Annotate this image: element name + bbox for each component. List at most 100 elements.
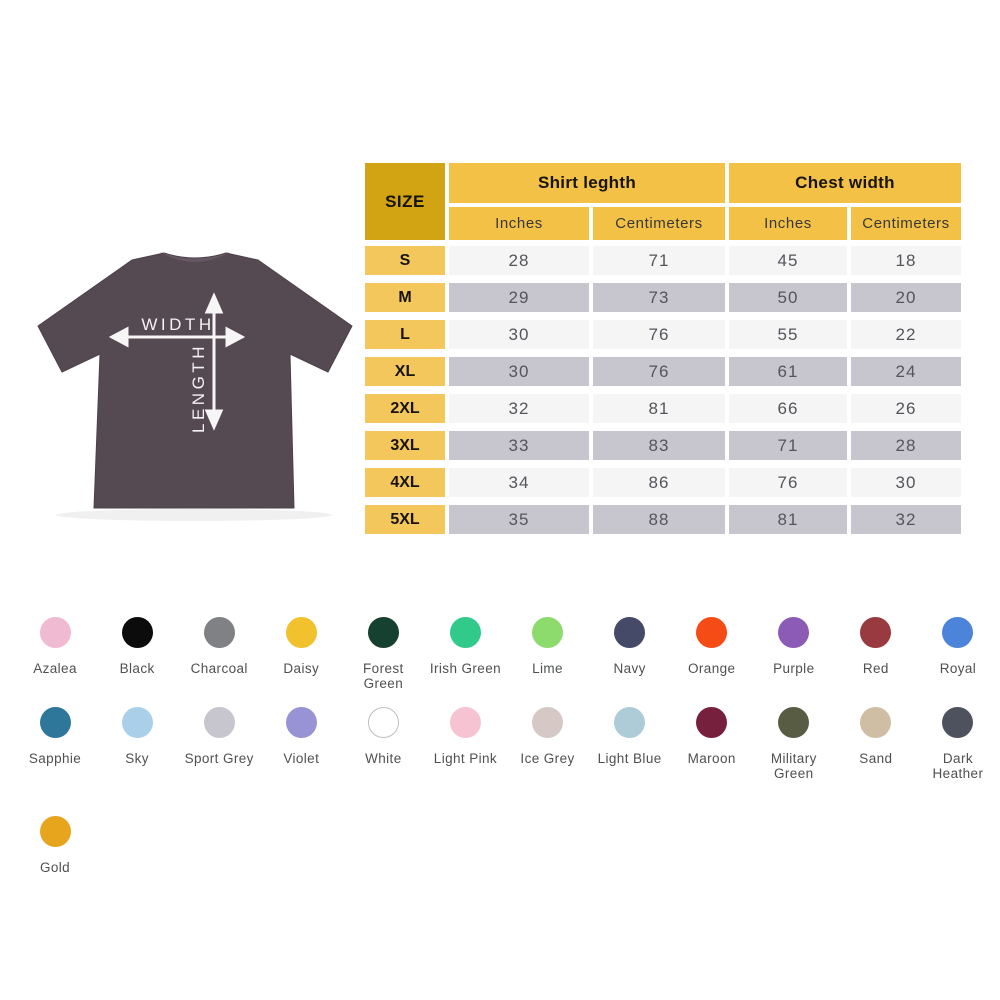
size-label: L	[365, 320, 445, 349]
swatch-violet: Violet	[260, 707, 342, 781]
swatch-navy: Navy	[589, 617, 671, 691]
width-arrow-right-head	[225, 326, 246, 348]
swatch-navy-label: Navy	[613, 661, 646, 676]
swatch-dark-heather-circle	[942, 707, 974, 738]
value-cell: 61	[729, 357, 847, 386]
swatch-orange: Orange	[671, 617, 753, 691]
swatch-purple: Purple	[753, 617, 835, 691]
swatch-maroon-circle	[696, 707, 728, 738]
size-label: 5XL	[365, 505, 445, 534]
swatch-white: White	[342, 707, 424, 781]
swatch-daisy-label: Daisy	[283, 661, 320, 676]
swatch-dark-heather: Dark Heather	[917, 707, 999, 781]
swatch-sapphie-label: Sapphie	[28, 751, 82, 766]
swatch-charcoal: Charcoal	[178, 617, 260, 691]
shirt-length-group-header: Shirt leghth	[449, 163, 725, 203]
value-cell: 76	[729, 468, 847, 497]
swatch-purple-circle	[778, 617, 810, 648]
value-cell: 73	[593, 283, 725, 312]
swatch-light-pink-circle	[449, 707, 481, 738]
swatch-sapphie: Sapphie	[14, 707, 96, 781]
color-swatch-row-2: Sapphie Sky Sport Grey Violet White Light Pin…	[14, 707, 999, 781]
swatch-ice-grey: Ice Grey	[507, 707, 589, 781]
chest-width-inches-header: Inches	[729, 207, 847, 240]
swatch-black-label: Black	[119, 661, 155, 676]
swatch-maroon-label: Maroon	[687, 751, 736, 766]
value-cell: 30	[851, 468, 961, 497]
swatch-azalea-circle	[39, 617, 71, 648]
swatch-violet-label: Violet	[283, 751, 320, 766]
value-cell: 81	[729, 505, 847, 534]
swatch-ice-grey-label: Ice Grey	[520, 751, 575, 766]
value-cell: 20	[851, 283, 961, 312]
swatch-sand: Sand	[835, 707, 917, 781]
color-swatch-row-1: Azalea Black Charcoal Daisy Forest Green Iris…	[14, 617, 999, 691]
swatch-royal: Royal	[917, 617, 999, 691]
swatch-sport-grey-label: Sport Grey	[184, 751, 254, 766]
swatch-black: Black	[96, 617, 178, 691]
size-label: 4XL	[365, 468, 445, 497]
swatch-navy-circle	[614, 617, 646, 648]
swatch-light-pink: Light Pink	[424, 707, 506, 781]
swatch-military-green-circle	[778, 707, 810, 738]
swatch-red-circle	[860, 617, 892, 648]
value-cell: 71	[593, 246, 725, 275]
value-cell: 28	[449, 246, 589, 275]
swatch-military-green: Military Green	[753, 707, 835, 781]
swatch-forest-green: Forest Green	[342, 617, 424, 691]
swatch-light-blue-circle	[614, 707, 646, 738]
shirt-length-inches-header: Inches	[449, 207, 589, 240]
swatch-sport-grey: Sport Grey	[178, 707, 260, 781]
value-cell: 76	[593, 357, 725, 386]
table-row: 4XL 34 86 76 30	[365, 468, 961, 497]
swatch-charcoal-label: Charcoal	[190, 661, 248, 676]
value-cell: 30	[449, 320, 589, 349]
swatch-violet-circle	[285, 707, 317, 738]
width-label: WIDTH	[141, 315, 214, 334]
chest-width-group-header: Chest width	[729, 163, 961, 203]
table-row: M 29 73 50 20	[365, 283, 961, 312]
swatch-sapphie-circle	[39, 707, 71, 738]
size-table: SIZE Shirt leghth Chest width Inches Cen…	[365, 163, 961, 542]
length-arrow-bottom-head	[204, 409, 224, 431]
table-row: 2XL 32 81 66 26	[365, 394, 961, 423]
swatch-forest-green-label: Forest Green	[363, 661, 404, 691]
swatch-royal-label: Royal	[939, 661, 977, 676]
value-cell: 55	[729, 320, 847, 349]
size-label: 2XL	[365, 394, 445, 423]
swatch-light-pink-label: Light Pink	[433, 751, 498, 766]
shirt-shadow	[56, 509, 332, 521]
value-cell: 35	[449, 505, 589, 534]
value-cell: 33	[449, 431, 589, 460]
value-cell: 28	[851, 431, 961, 460]
swatch-white-circle	[367, 707, 399, 738]
swatch-lime: Lime	[507, 617, 589, 691]
swatch-daisy: Daisy	[260, 617, 342, 691]
value-cell: 50	[729, 283, 847, 312]
table-row: S 28 71 45 18	[365, 246, 961, 275]
color-swatch-row-3: Gold	[14, 816, 999, 875]
swatch-sand-circle	[860, 707, 892, 738]
swatch-light-blue-label: Light Blue	[597, 751, 662, 766]
swatch-military-green-label: Military Green	[770, 751, 817, 781]
size-column-header: SIZE	[365, 163, 445, 240]
swatch-gold-circle	[39, 816, 71, 847]
value-cell: 88	[593, 505, 725, 534]
value-cell: 81	[593, 394, 725, 423]
table-row: L 30 76 55 22	[365, 320, 961, 349]
swatch-sky-label: Sky	[125, 751, 149, 766]
swatch-sand-label: Sand	[859, 751, 893, 766]
length-label: LENGTH	[189, 343, 208, 433]
value-cell: 29	[449, 283, 589, 312]
size-label: S	[365, 246, 445, 275]
swatch-lime-circle	[532, 617, 564, 648]
swatch-sky: Sky	[96, 707, 178, 781]
swatch-red: Red	[835, 617, 917, 691]
chest-width-centimeters-header: Centimeters	[851, 207, 961, 240]
swatch-sky-circle	[121, 707, 153, 738]
value-cell: 71	[729, 431, 847, 460]
swatch-azalea-label: Azalea	[33, 661, 77, 676]
swatch-dark-heather-label: Dark Heather	[932, 751, 984, 781]
swatch-white-label: White	[365, 751, 402, 766]
